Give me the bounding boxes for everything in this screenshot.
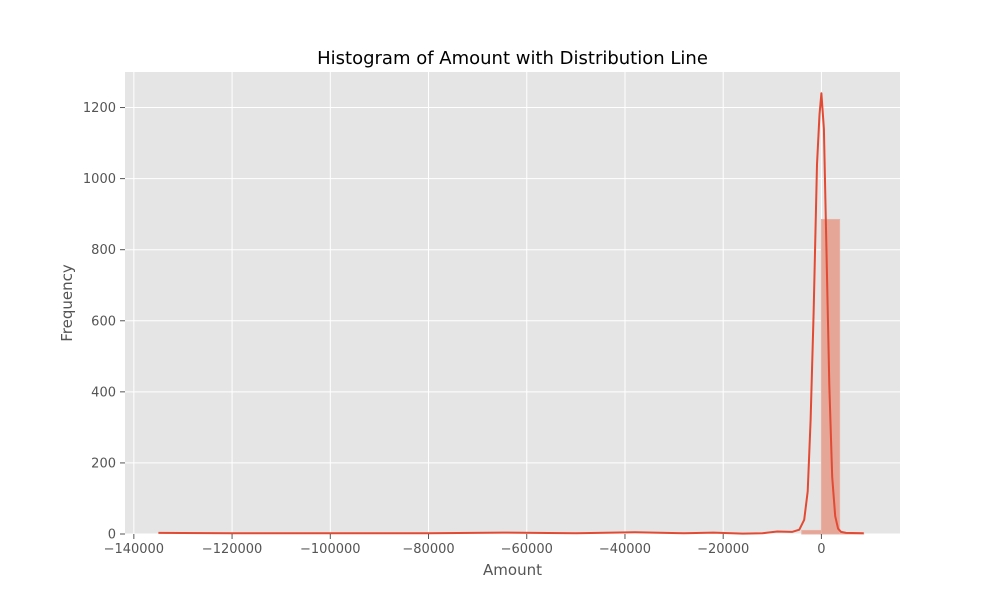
x-tick-label: −140000 [104, 542, 165, 557]
x-tick-label: 0 [817, 542, 825, 557]
x-axis-label: Amount [483, 561, 542, 579]
x-tick-label: −20000 [697, 542, 749, 557]
plot-area [125, 72, 900, 534]
y-tick-label: 200 [91, 456, 116, 471]
y-tick-label: 800 [91, 243, 116, 258]
x-tick-label: −60000 [501, 542, 553, 557]
chart-title: Histogram of Amount with Distribution Li… [317, 48, 708, 69]
y-tick-label: 1200 [83, 101, 116, 116]
y-tick-label: 1000 [83, 172, 116, 187]
histogram-bar [801, 529, 822, 535]
x-tick-label: −100000 [300, 542, 361, 557]
distribution-line [158, 92, 864, 535]
y-tick-label: 0 [108, 528, 116, 543]
y-axis-ticks: 0 200 400 600 800 1000 1200 [83, 101, 125, 543]
x-tick-label: −80000 [402, 542, 454, 557]
distribution-line-group [158, 92, 864, 535]
x-tick-label: −40000 [599, 542, 651, 557]
y-tick-label: 600 [91, 314, 116, 329]
histogram-bar [820, 218, 841, 535]
y-tick-label: 400 [91, 385, 116, 400]
x-tick-label: −120000 [202, 542, 263, 557]
x-axis-ticks: −140000 −120000 −100000 −80000 −60000 −40000 −… [104, 534, 826, 557]
y-axis-label: Frequency [58, 264, 76, 342]
